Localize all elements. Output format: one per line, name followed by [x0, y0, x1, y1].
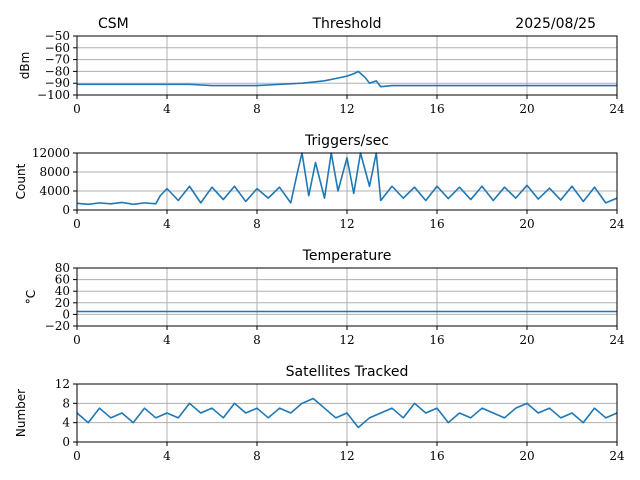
- series-line: [77, 70, 617, 88]
- x-tick-label: 16: [429, 102, 444, 116]
- y-axis-label: dBm: [18, 52, 32, 80]
- x-tick-label: 8: [253, 333, 261, 347]
- y-tick-label: 8000: [39, 165, 70, 179]
- y-tick-label: 20: [55, 296, 70, 310]
- y-tick-label: 80: [55, 261, 70, 275]
- x-tick-label: 0: [73, 333, 81, 347]
- x-tick-label: 4: [163, 449, 171, 463]
- x-tick-label: 4: [163, 217, 171, 231]
- x-tick-label: 12: [339, 102, 354, 116]
- y-tick-label: 12000: [32, 146, 70, 160]
- y-tick-label: −100: [37, 88, 70, 102]
- x-tick-label: 4: [163, 333, 171, 347]
- y-tick-label: −60: [45, 41, 70, 55]
- y-tick-label: 0: [62, 203, 70, 217]
- y-tick-label: 8: [62, 396, 70, 410]
- y-axis-label: Count: [14, 163, 28, 199]
- x-tick-label: 8: [253, 449, 261, 463]
- x-tick-label: 24: [609, 333, 625, 347]
- subplot-1: 0 4 8 12 16 20 24 −100−90−80−70−60−50 Threshold d…: [18, 16, 625, 116]
- y-tick-label: 0: [62, 307, 70, 321]
- header-date-text: 2025/08/25: [515, 16, 596, 32]
- x-tick-label: 20: [519, 333, 534, 347]
- x-tick-label: 12: [339, 333, 354, 347]
- y-tick-label: −20: [45, 319, 70, 333]
- x-tick-label: 8: [253, 102, 261, 116]
- y-tick-label: −90: [45, 76, 70, 90]
- y-axis-label: °C: [24, 290, 38, 304]
- x-tick-label: 16: [429, 217, 444, 231]
- header-left-text: CSM: [98, 16, 129, 32]
- x-tick-label: 0: [73, 449, 81, 463]
- y-tick-label: −70: [45, 53, 70, 67]
- y-tick-label: 40: [55, 284, 70, 298]
- x-tick-label: 24: [609, 449, 625, 463]
- subplot-title: Threshold: [312, 16, 382, 32]
- x-tick-label: 24: [609, 102, 625, 116]
- x-tick-label: 12: [339, 217, 354, 231]
- subplot-4: 0 4 8 12 16 20 24 0 4 8 12 Satellites Tracked Number: [14, 364, 625, 463]
- y-tick-label: −80: [45, 64, 70, 78]
- x-tick-label: 20: [519, 217, 534, 231]
- y-tick-label: −50: [45, 29, 70, 43]
- subplot-2: 0 4 8 12 16 20 24 0 4000 8000 12000 Triggers/sec Cou…: [14, 133, 625, 231]
- x-tick-label: 16: [429, 333, 444, 347]
- y-axis-label: Number: [14, 389, 28, 437]
- subplot-title: Triggers/sec: [304, 133, 389, 149]
- x-tick-label: 20: [519, 449, 534, 463]
- y-tick-label: 0: [62, 435, 70, 449]
- subplot-group: 0 4 8 12 16 20 24 −100−90−80−70−60−50 Threshold d…: [14, 16, 625, 463]
- x-tick-label: 4: [163, 102, 171, 116]
- x-tick-label: 0: [73, 102, 81, 116]
- subplot-title: Satellites Tracked: [286, 364, 409, 380]
- x-tick-label: 20: [519, 102, 534, 116]
- y-tick-label: 12: [55, 377, 70, 391]
- y-tick-label: 60: [55, 273, 70, 287]
- x-tick-label: 8: [253, 217, 261, 231]
- y-tick-label: 4: [62, 416, 70, 430]
- x-tick-label: 24: [609, 217, 625, 231]
- x-tick-label: 12: [339, 449, 354, 463]
- x-tick-label: 0: [73, 217, 81, 231]
- x-tick-label: 16: [429, 449, 444, 463]
- y-tick-label: 4000: [39, 184, 70, 198]
- subplot-title: Temperature: [302, 248, 392, 264]
